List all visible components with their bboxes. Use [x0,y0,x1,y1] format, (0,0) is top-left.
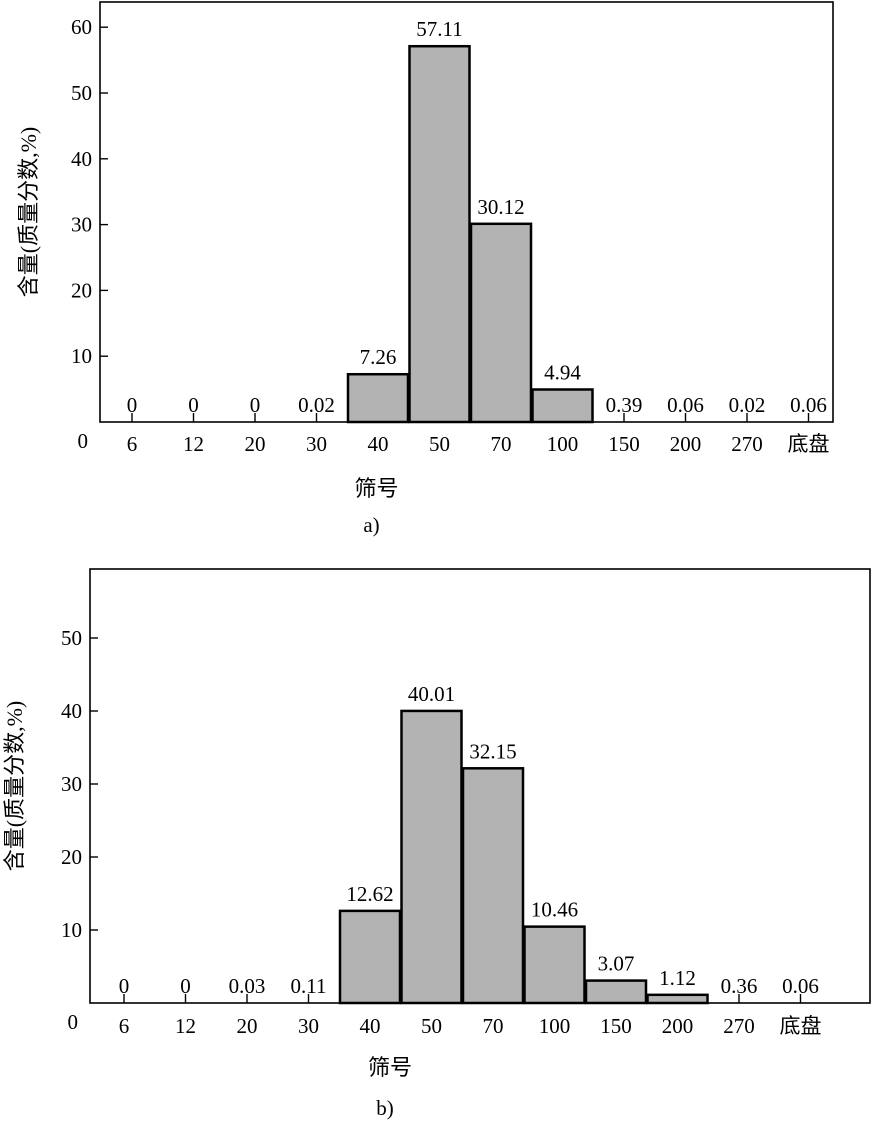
y-tick-label: 30 [71,213,92,237]
chart-panel-2: 0 10 20 30 40 50 0 6 0 12 0.03 20 0.11 30 12.62 40 40.01… [2,568,871,1120]
x-tick-label: 40 [360,1014,381,1038]
bar [408,44,471,424]
bar [531,388,594,424]
y-tick-label: 40 [61,699,82,723]
bar [646,993,709,1005]
y-tick-label: 60 [71,15,92,39]
x-tick-label: 底盘 [780,1014,822,1038]
bar [400,709,463,1005]
data-label: 0.36 [721,974,758,998]
x-tick-label: 50 [421,1014,442,1038]
x-tick-label: 100 [539,1014,571,1038]
x-tick-label: 70 [491,432,512,456]
x-axis-title: 筛号 [354,476,398,501]
data-label: 12.62 [346,882,393,906]
y-axis-title: 含量(质量分数,%) [16,127,41,297]
y-tick-label: 10 [71,344,92,368]
x-tick-label: 200 [662,1014,694,1038]
x-tick-label: 40 [368,432,389,456]
data-label: 0 [119,974,130,998]
x-tick-label: 70 [483,1014,504,1038]
y-tick-label: 20 [71,278,92,302]
x-tick-label: 150 [608,432,640,456]
y-tick-label: 20 [61,845,82,869]
y-tick-label: 50 [71,81,92,105]
x-tick-label: 20 [237,1014,258,1038]
y-tick-label: 0 [68,1010,79,1034]
x-tick-label: 20 [245,432,266,456]
y-axis-title: 含量(质量分数,%) [2,701,27,871]
chart-panel-1: 0102030405060060120200.02307.264057.1150… [16,1,834,537]
data-label: 0 [127,393,138,417]
data-label: 0.06 [782,974,819,998]
x-tick-label: 12 [183,432,204,456]
bar [469,222,533,424]
x-tick-label: 12 [175,1014,196,1038]
x-tick-label: 底盘 [788,432,830,456]
y-tick-label: 40 [71,147,92,171]
data-label: 0 [250,393,261,417]
y-tick-label: 0 [78,429,89,453]
y-tick-label: 50 [61,626,82,650]
x-tick-label: 30 [306,432,327,456]
data-label: 7.26 [360,345,397,369]
x-tick-label: 270 [731,432,763,456]
x-tick-label: 150 [600,1014,632,1038]
bar [338,909,402,1005]
bar [346,372,410,424]
x-tick-label: 200 [670,432,702,456]
data-label: 30.12 [477,195,524,219]
panel-label: a) [363,513,379,537]
data-label: 32.15 [469,739,516,763]
data-label: 0 [180,974,191,998]
x-axis-title: 筛号 [368,1055,412,1080]
y-tick-label: 10 [61,918,82,942]
data-label: 0.02 [729,393,766,417]
data-label: 40.01 [408,682,455,706]
data-label: 57.11 [416,17,462,41]
x-tick-label: 270 [723,1014,755,1038]
data-label: 0.11 [291,974,327,998]
data-label: 3.07 [598,952,635,976]
data-label: 10.46 [531,898,578,922]
panel-label: b) [376,1096,394,1120]
data-label: 0.03 [229,974,266,998]
x-tick-label: 6 [119,1014,130,1038]
x-tick-label: 50 [429,432,450,456]
data-label: 0.39 [606,393,643,417]
data-label: 1.12 [659,966,696,990]
bar [461,767,525,1005]
data-label: 4.94 [544,360,581,384]
data-label: 0.06 [790,393,827,417]
bar [584,979,648,1005]
data-label: 0.06 [667,393,704,417]
x-tick-label: 6 [127,432,138,456]
bar [523,925,586,1005]
y-tick-label: 30 [61,772,82,796]
data-label: 0 [188,393,199,417]
x-tick-label: 100 [547,432,579,456]
data-label: 0.02 [298,393,335,417]
x-tick-label: 30 [298,1014,319,1038]
